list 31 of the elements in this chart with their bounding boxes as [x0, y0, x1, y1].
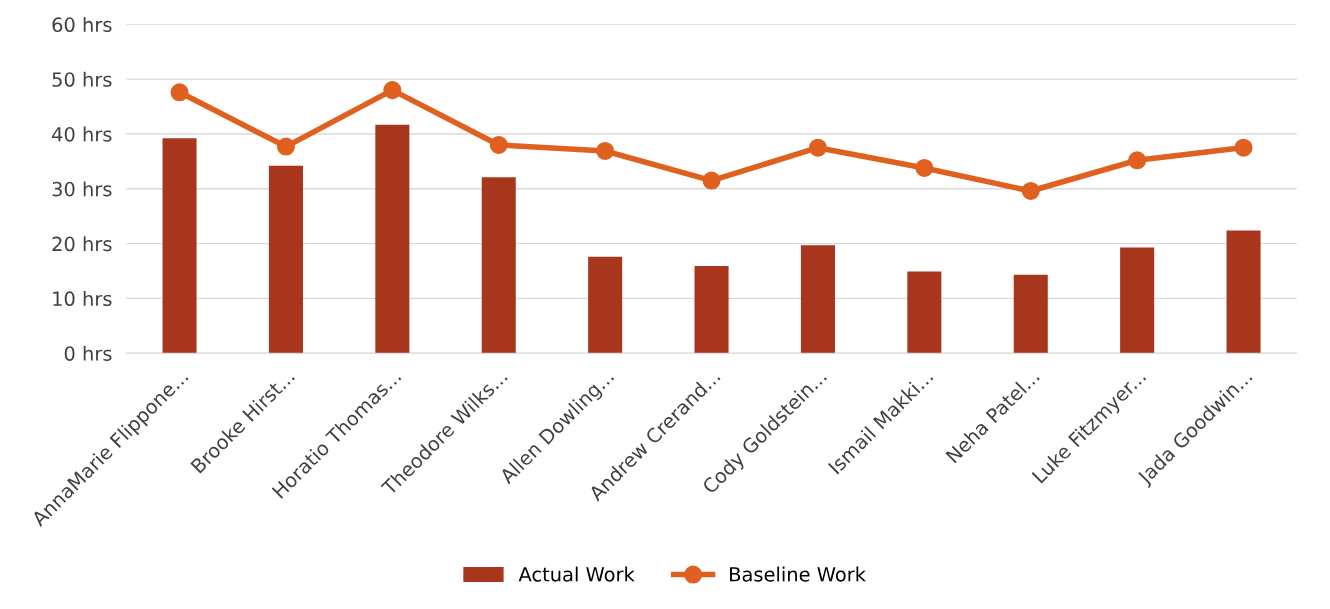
point — [170, 83, 189, 102]
bar — [694, 266, 729, 354]
point — [276, 137, 295, 156]
y-tick-label: 60 hrs — [52, 16, 112, 33]
bar — [162, 138, 197, 354]
point — [915, 158, 934, 177]
bar — [800, 245, 835, 354]
bar — [1120, 247, 1155, 354]
bar — [375, 124, 410, 354]
bar — [1226, 230, 1261, 354]
bar — [907, 271, 942, 354]
point — [489, 135, 508, 154]
point — [1128, 151, 1147, 170]
y-tick-label: 50 hrs — [52, 71, 112, 87]
bar — [1013, 274, 1048, 354]
point — [808, 138, 827, 157]
bar — [481, 177, 516, 354]
y-tick-label: 20 hrs — [52, 236, 112, 252]
bar — [588, 256, 623, 354]
point — [1234, 138, 1253, 157]
point — [1021, 181, 1040, 201]
y-tick-label: 0 hrs — [64, 345, 112, 361]
y-tick-label: 10 hrs — [53, 291, 112, 307]
y-tick-label: 40 hrs — [52, 126, 112, 142]
legend-label: Baseline Work — [730, 566, 866, 582]
bar — [268, 165, 303, 354]
point — [596, 141, 615, 160]
point — [383, 81, 402, 100]
legend-label: Actual Work — [518, 566, 635, 582]
point — [702, 171, 721, 190]
y-tick-label: 30 hrs — [52, 181, 112, 197]
